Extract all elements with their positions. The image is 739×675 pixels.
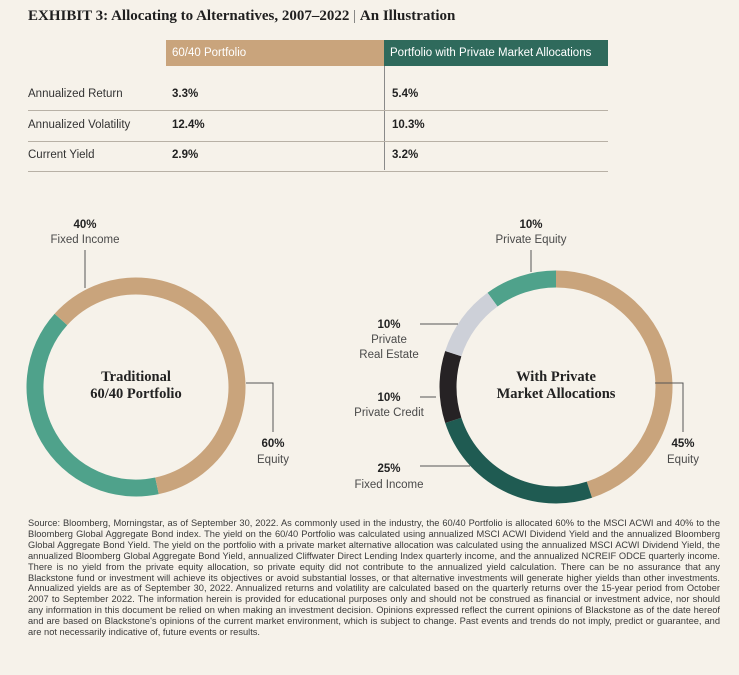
exhibit-title-main: EXHIBIT 3: Allocating to Alternatives, 2…	[28, 8, 350, 24]
table-row: Current Yield 2.9% 3.2%	[28, 141, 608, 172]
title-separator: |	[349, 8, 360, 24]
donut-title-line1: Traditional	[101, 369, 171, 385]
donut-chart-traditional	[26, 277, 246, 497]
row-value-6040: 2.9%	[172, 149, 199, 161]
label-equity2-name: Equity	[667, 454, 699, 466]
row-label: Current Yield	[28, 149, 95, 161]
label-equity2-pct: 45%	[671, 438, 694, 450]
col-header-6040: 60/40 Portfolio	[166, 40, 384, 66]
label-private-real-estate-pct: 10%	[377, 319, 400, 331]
donut-title-line2: 60/40 Portfolio	[90, 386, 181, 402]
source-footnote: Source: Bloomberg, Morningstar, as of Se…	[28, 518, 720, 638]
donut-slice-equity	[54, 277, 246, 495]
donut-slice-private-real-estate	[445, 292, 498, 357]
label-private-equity-name: Private Equity	[496, 234, 567, 246]
label-private-credit-name: Private Credit	[354, 407, 424, 419]
label-private-real-estate-name2: Real Estate	[359, 349, 418, 361]
donut-title-line1: With Private	[516, 369, 596, 385]
row-value-private: 10.3%	[392, 119, 425, 131]
col-header-private: Portfolio with Private Market Allocation…	[384, 40, 608, 66]
leader-line	[655, 382, 684, 432]
label-fixed-income2-name: Fixed Income	[354, 479, 423, 491]
row-label: Annualized Volatility	[28, 119, 131, 131]
row-value-private: 3.2%	[392, 149, 419, 161]
exhibit-subtitle: An Illustration	[359, 8, 456, 24]
donut-slice-fixed-income	[26, 313, 159, 497]
label-fixed-income-name: Fixed Income	[50, 234, 119, 246]
donut-slice-private-credit	[439, 351, 462, 423]
table-row: Annualized Volatility 12.4% 10.3%	[28, 111, 608, 142]
table-divider	[384, 66, 385, 170]
row-label: Annualized Return	[28, 88, 123, 100]
label-equity-pct: 60%	[261, 438, 284, 450]
exhibit-title: EXHIBIT 3: Allocating to Alternatives, 2…	[28, 8, 455, 25]
donut-slice-equity	[555, 270, 673, 498]
donut-slice-fixed-income	[445, 417, 592, 504]
label-fixed-income2-pct: 25%	[377, 463, 400, 475]
label-private-credit-pct: 10%	[377, 392, 400, 404]
donut-chart-private	[439, 270, 673, 504]
row-value-6040: 3.3%	[172, 88, 199, 100]
donut-slice-private-equity	[487, 270, 557, 307]
label-private-real-estate-name1: Private	[371, 334, 407, 346]
label-equity-name: Equity	[257, 454, 289, 466]
leader-line	[246, 382, 274, 432]
row-value-private: 5.4%	[392, 88, 419, 100]
row-value-6040: 12.4%	[172, 119, 205, 131]
donut-title-line2: Market Allocations	[497, 386, 616, 402]
label-fixed-income-pct: 40%	[73, 219, 96, 231]
donut-charts: 40% Fixed Income 60% Equity Traditional …	[26, 219, 699, 504]
label-private-equity-pct: 10%	[519, 219, 542, 231]
table-row: Annualized Return 3.3% 5.4%	[28, 80, 608, 111]
